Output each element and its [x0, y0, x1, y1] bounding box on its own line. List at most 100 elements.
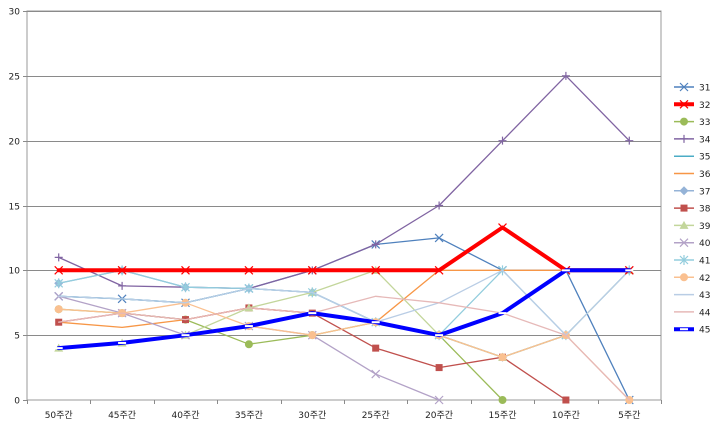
x-tick-label: 25주간 — [362, 410, 390, 421]
series-line — [58, 295, 630, 401]
y-tick-label: 25 — [9, 73, 20, 83]
data-point — [181, 282, 190, 293]
legend-entry-45: 45 — [674, 326, 710, 336]
y-tick-label: 10 — [9, 267, 21, 277]
legend-entry-40: 40 — [674, 238, 711, 249]
legend-entry-44: 44 — [674, 308, 711, 318]
data-point — [434, 233, 444, 243]
data-point — [434, 395, 444, 405]
data-point — [498, 223, 507, 232]
x-tick-label: 45주간 — [108, 410, 136, 421]
data-point — [307, 265, 317, 275]
legend-marker — [680, 204, 688, 212]
legend-label: 36 — [699, 170, 711, 180]
data-point — [498, 353, 507, 362]
data-point — [562, 396, 570, 404]
legend-marker — [679, 99, 689, 109]
legend-marker — [679, 238, 689, 248]
data-point — [244, 340, 253, 349]
x-tick-label: 5주간 — [618, 410, 640, 421]
series-line — [56, 225, 632, 273]
legend-marker — [679, 82, 689, 92]
series-line — [58, 75, 630, 290]
legend-label: 37 — [699, 187, 710, 197]
legend-entry-42: 42 — [674, 273, 710, 284]
series-43 — [58, 269, 630, 336]
series-44 — [58, 295, 630, 401]
legend: 31 32 33 34 35 36 37 38 39 40 41 42 43 44 45 — [674, 82, 711, 336]
data-point — [181, 265, 190, 275]
x-tick-label: 40주간 — [171, 410, 199, 421]
x-tick-label: 15주간 — [488, 410, 516, 421]
data-point — [372, 344, 380, 352]
legend-label: 35 — [699, 153, 710, 163]
legend-label: 34 — [699, 135, 711, 145]
x-tick-label: 20주간 — [425, 410, 453, 421]
legend-entry-41: 41 — [674, 255, 710, 267]
data-point — [54, 265, 64, 275]
y-tick-label: 20 — [9, 138, 21, 148]
data-point — [498, 396, 507, 404]
series-39 — [54, 265, 634, 361]
data-point — [244, 265, 254, 275]
data-point — [561, 71, 570, 80]
y-tick-label: 5 — [14, 332, 20, 342]
data-point — [498, 136, 507, 145]
legend-marker — [679, 255, 689, 265]
x-tick-label: 35주간 — [235, 410, 263, 421]
legend-label: 42 — [699, 274, 710, 284]
y-tick-label: 30 — [9, 8, 21, 18]
legend-label: 40 — [699, 239, 711, 249]
data-point — [308, 331, 317, 340]
legend-entry-33: 33 — [674, 117, 710, 128]
legend-label: 32 — [699, 101, 710, 111]
y-tick-label: 15 — [9, 203, 20, 213]
legend-entry-39: 39 — [674, 220, 711, 232]
x-tick-label: 30주간 — [298, 410, 326, 421]
legend-entry-38: 38 — [674, 204, 711, 215]
legend-label: 44 — [699, 308, 711, 318]
legend-label: 45 — [699, 326, 710, 336]
legend-marker — [680, 117, 688, 126]
data-point — [371, 240, 380, 249]
data-point — [434, 265, 444, 275]
x-tick-label: 50주간 — [45, 410, 73, 421]
x-tick-label: 10주간 — [552, 410, 580, 421]
series-line — [58, 269, 630, 336]
legend-entry-37: 37 — [674, 186, 710, 197]
data-point — [54, 278, 64, 289]
legend-label: 41 — [699, 257, 710, 267]
legend-entry-43: 43 — [674, 291, 710, 301]
legend-label: 31 — [699, 84, 710, 94]
legend-label: 33 — [699, 118, 710, 128]
series-line — [58, 308, 504, 401]
legend-entry-31: 31 — [674, 82, 710, 94]
legend-entry-34: 34 — [674, 134, 711, 145]
data-point — [371, 265, 381, 275]
data-point — [54, 305, 63, 314]
data-point — [625, 136, 634, 145]
series-line — [58, 287, 567, 358]
data-point — [435, 364, 443, 372]
series-line — [58, 269, 630, 336]
legend-label: 38 — [699, 205, 711, 215]
legend-marker — [680, 273, 688, 282]
data-point — [371, 369, 381, 379]
series-line — [58, 302, 630, 401]
series-35 — [58, 287, 567, 358]
data-point — [117, 265, 127, 275]
legend-entry-35: 35 — [674, 153, 710, 163]
series-45 — [54, 268, 634, 351]
legend-marker — [679, 186, 689, 196]
legend-marker — [680, 134, 688, 143]
data-point — [435, 201, 444, 210]
legend-marker — [679, 220, 689, 229]
legend-label: 39 — [699, 222, 711, 232]
series-line — [56, 268, 632, 351]
data-point — [118, 281, 127, 290]
data-point — [54, 253, 63, 262]
y-tick-label: 0 — [14, 397, 20, 407]
legend-label: 43 — [699, 291, 710, 301]
